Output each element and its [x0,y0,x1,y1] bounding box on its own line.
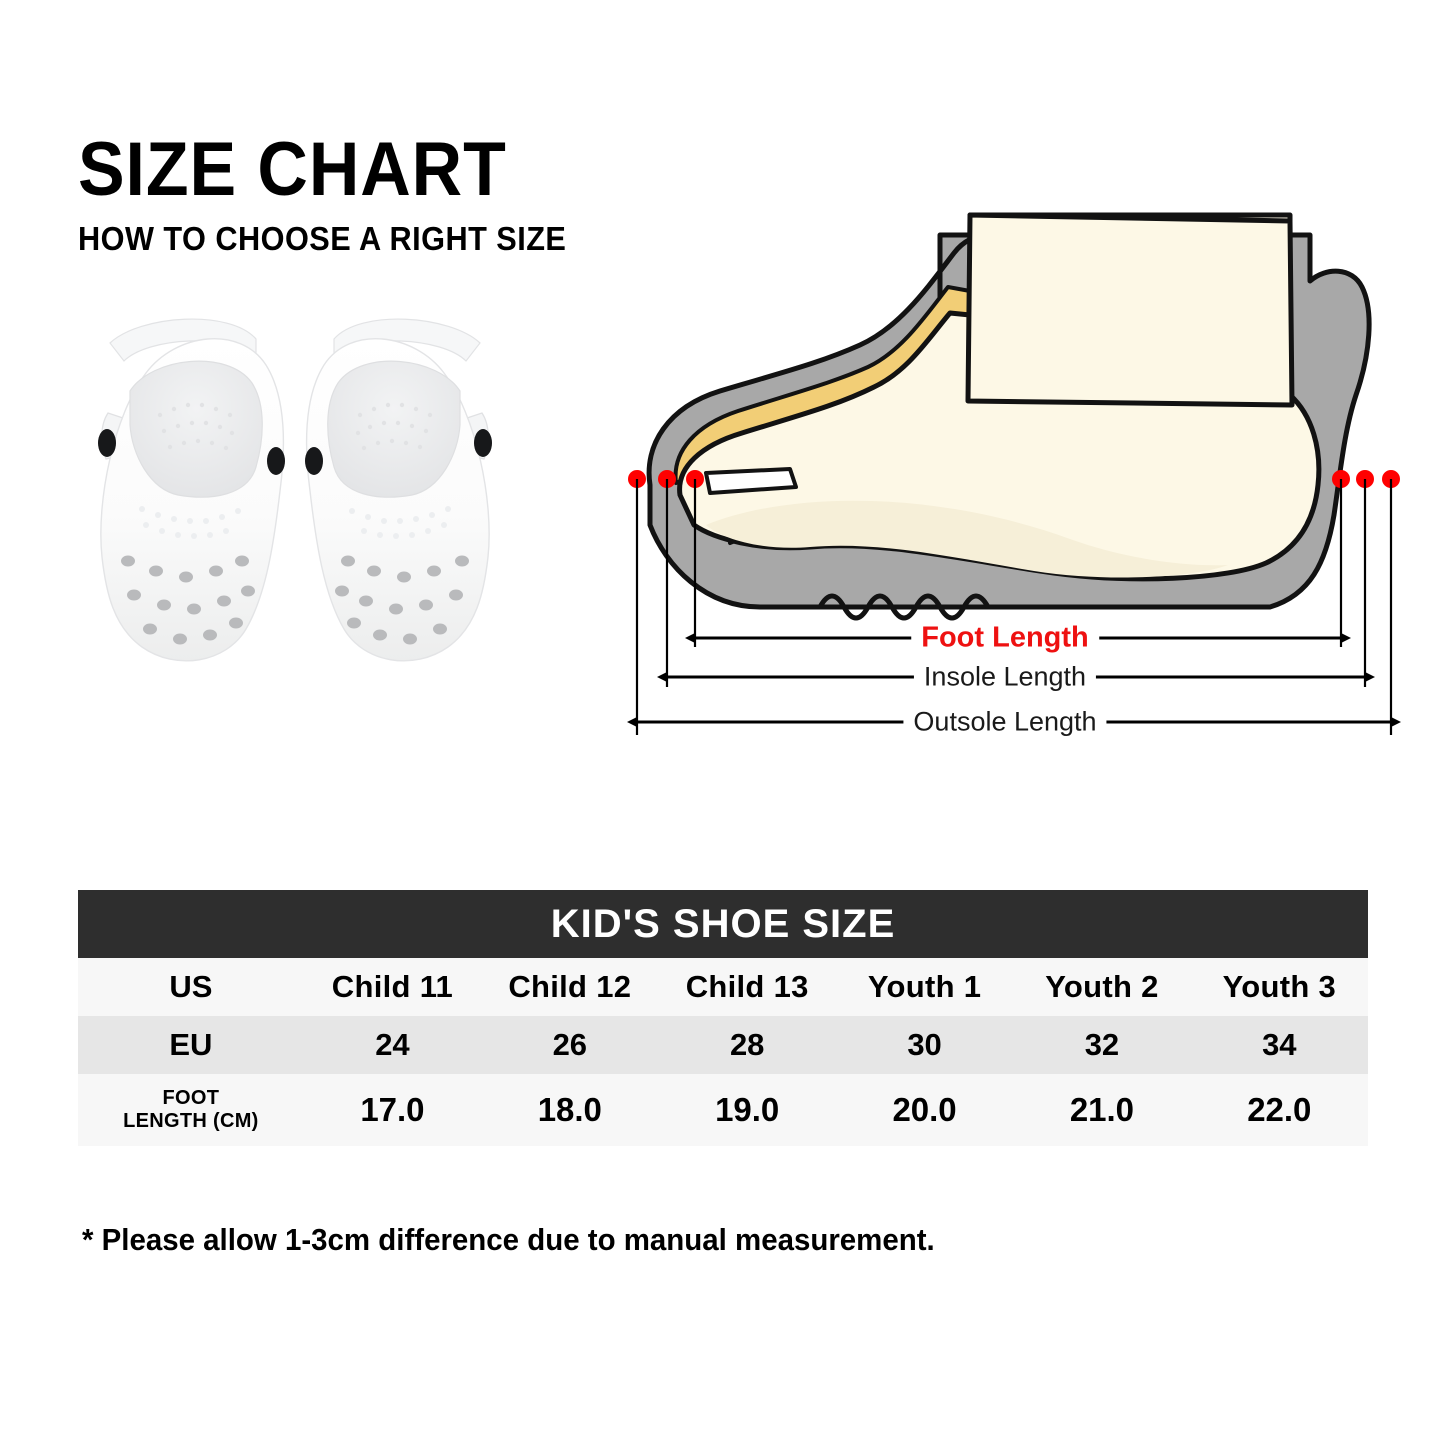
cell-eu-1: 24 [303,1016,482,1074]
table-title: KID'S SHOE SIZE [78,890,1368,958]
page-header: SIZE CHART HOW TO CHOOSE A RIGHT SIZE [78,127,778,258]
row-label-foot-line2: LENGTH (CM) [123,1110,259,1132]
size-table: KID'S SHOE SIZE US Child 11 Child 12 Chi… [78,890,1368,1146]
cell-us-2: Child 12 [481,958,659,1016]
foot-measurement-diagram [610,195,1410,755]
page-subtitle: HOW TO CHOOSE A RIGHT SIZE [78,220,567,258]
clog-left [98,318,285,662]
clogs-svg [98,318,492,662]
outsole-tread [817,593,991,621]
table-row-foot-length: FOOT LENGTH (CM) 17.0 18.0 19.0 20.0 21.… [78,1074,1368,1146]
cell-foot-2: 18.0 [481,1074,659,1146]
cell-foot-4: 20.0 [835,1074,1014,1146]
row-label-eu: EU [78,1016,304,1074]
table-title-row: KID'S SHOE SIZE [78,890,1368,958]
cell-eu-2: 26 [481,1016,659,1074]
clog-right-heel-rivet [474,429,492,457]
foot-length-label: Foot Length [911,621,1099,655]
table-row-us: US Child 11 Child 12 Child 13 Youth 1 Yo… [78,958,1368,1016]
cell-us-6: Youth 3 [1190,958,1368,1016]
row-label-foot-length: FOOT LENGTH (CM) [78,1074,304,1146]
cell-eu-6: 34 [1190,1016,1368,1074]
table-row-eu: EU 24 26 28 30 32 34 [78,1016,1368,1074]
clog-left-pivot-rivet [267,447,285,475]
foot-diagram-svg [627,212,1401,735]
clog-right-vent-holes [335,555,469,645]
extension-lines [635,479,1393,735]
cell-foot-3: 19.0 [658,1074,836,1146]
clog-left-vent-holes [121,555,255,645]
clog-right [305,318,492,662]
size-table-container: KID'S SHOE SIZE US Child 11 Child 12 Chi… [78,890,1368,1146]
page-title: SIZE CHART [78,127,507,212]
cell-eu-3: 28 [658,1016,836,1074]
row-label-us: US [78,958,304,1016]
cell-us-5: Youth 2 [1013,958,1191,1016]
cell-eu-5: 32 [1013,1016,1191,1074]
outsole-length-label: Outsole Length [903,706,1107,738]
cell-us-3: Child 13 [658,958,836,1016]
cell-us-4: Youth 1 [835,958,1014,1016]
clog-left-heel-rivet [98,429,116,457]
cell-foot-6: 22.0 [1190,1074,1368,1146]
clogs-pair-image [80,295,510,715]
row-label-foot-line1: FOOT [162,1087,220,1109]
cell-foot-5: 21.0 [1013,1074,1191,1146]
cell-eu-4: 30 [835,1016,1014,1074]
measurement-disclaimer: * Please allow 1-3cm difference due to m… [82,1222,935,1257]
clog-right-pivot-rivet [305,447,323,475]
cell-us-1: Child 11 [303,958,482,1016]
cell-foot-1: 17.0 [303,1074,482,1146]
leg-cuff [965,212,1295,408]
insole-length-label: Insole Length [913,661,1097,693]
